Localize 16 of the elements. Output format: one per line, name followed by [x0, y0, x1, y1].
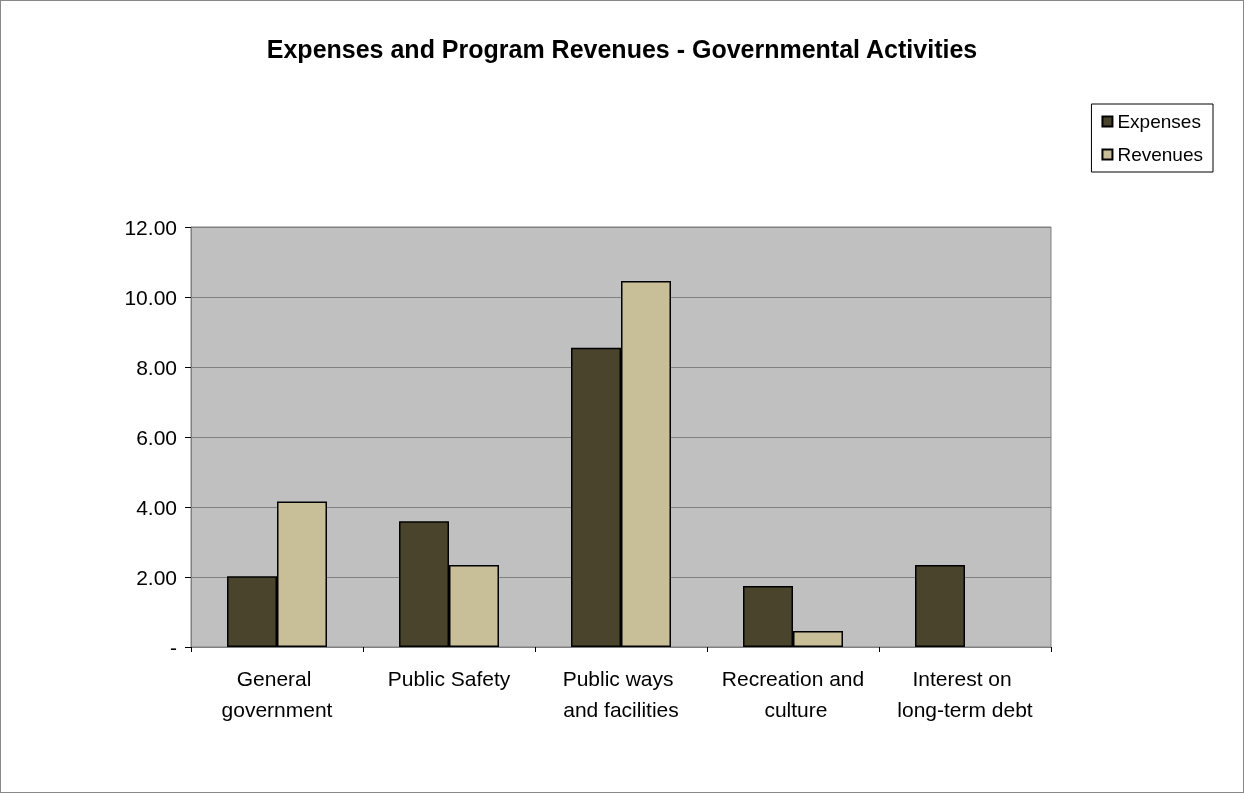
y-tick-label: -	[170, 635, 177, 659]
x-tick-label: Public ways and facilities	[562, 667, 680, 721]
chart-title: Expenses and Program Revenues - Governmental Activities	[266, 34, 978, 63]
y-tick-label: 8.00	[136, 355, 177, 379]
y-tick-label: 6.00	[136, 425, 177, 449]
x-tick-label: Interest on long-term debt	[897, 667, 1033, 721]
bar	[915, 565, 965, 647]
y-tick-label: 12.00	[124, 215, 177, 239]
legend-label: Revenues	[1117, 144, 1204, 165]
x-tick-label: Public Safety	[387, 667, 511, 690]
x-tick-label: General government	[221, 667, 333, 721]
y-tick-label: 10.00	[124, 285, 177, 309]
y-tick-label: 4.00	[136, 495, 177, 519]
y-tick-label: 2.00	[136, 565, 177, 589]
legend-label: Expenses	[1117, 111, 1201, 132]
x-tick-label: Recreation and culture	[721, 667, 865, 721]
